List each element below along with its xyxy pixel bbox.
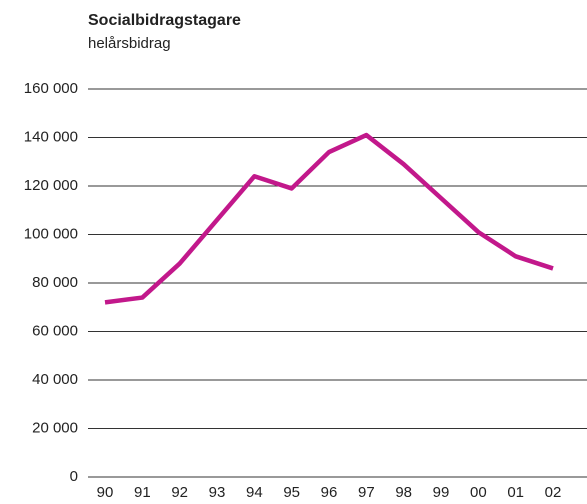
x-tick-label: 97 — [358, 484, 375, 501]
y-tick-label: 160 000 — [24, 80, 78, 97]
x-tick-label: 96 — [321, 484, 338, 501]
y-tick-label: 120 000 — [24, 177, 78, 194]
x-tick-label: 98 — [395, 484, 412, 501]
line — [104, 132, 554, 305]
y-tick-label: 40 000 — [32, 371, 78, 388]
x-tick-label: 95 — [283, 484, 300, 501]
x-tick-label: 92 — [171, 484, 188, 501]
chart-title: Socialbidragstagare — [88, 12, 241, 29]
x-tick-label: 90 — [97, 484, 114, 501]
y-tick-label: 0 — [70, 468, 78, 485]
y-tick-label: 60 000 — [32, 322, 78, 339]
x-tick-label: 93 — [209, 484, 226, 501]
y-tick-label: 140 000 — [24, 128, 78, 145]
x-tick-label: 91 — [134, 484, 151, 501]
x-tick-label: 00 — [470, 484, 487, 501]
x-tick-label: 02 — [545, 484, 562, 501]
chart-subtitle: helårsbidrag — [88, 35, 171, 52]
x-tick-label: 99 — [433, 484, 450, 501]
y-tick-label: 20 000 — [32, 419, 78, 436]
y-tick-label: 100 000 — [24, 225, 78, 242]
y-tick-label: 80 000 — [32, 274, 78, 291]
x-tick-label: 01 — [507, 484, 524, 501]
x-tick-label: 94 — [246, 484, 263, 501]
